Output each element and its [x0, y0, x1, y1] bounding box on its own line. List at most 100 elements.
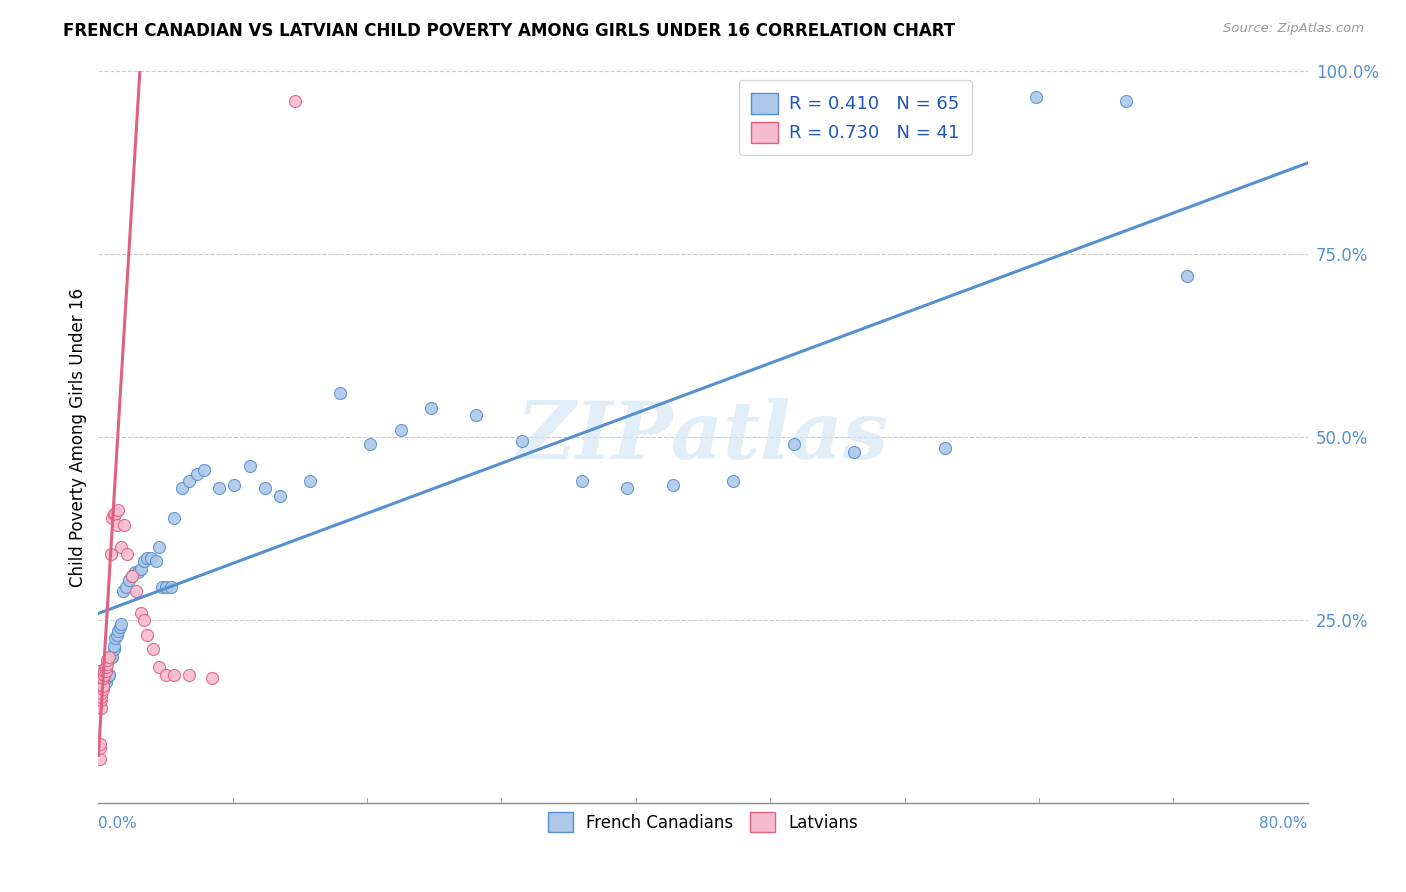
Point [1024, 90, 1046, 104]
Point [224, 477, 246, 491]
Point [201, 672, 224, 686]
Point [115, 547, 138, 561]
Text: FRENCH CANADIAN VS LATVIAN CHILD POVERTY AMONG GIRLS UNDER 16 CORRELATION CHART: FRENCH CANADIAN VS LATVIAN CHILD POVERTY… [63, 22, 956, 40]
Point [89, 752, 111, 766]
Point [360, 437, 382, 451]
Point [105, 627, 128, 641]
Point [150, 580, 173, 594]
Point [90, 690, 112, 704]
Point [104, 507, 127, 521]
Point [89, 737, 111, 751]
Point [90, 700, 112, 714]
Point [91, 682, 114, 697]
Point [160, 580, 183, 594]
Point [118, 573, 141, 587]
Point [329, 386, 352, 401]
Point [571, 474, 593, 488]
Point [299, 474, 322, 488]
Point [155, 667, 177, 681]
Point [93, 667, 115, 681]
Point [844, 444, 866, 458]
Point [96, 657, 118, 671]
Point [114, 580, 136, 594]
Point [91, 672, 114, 686]
Point [108, 620, 131, 634]
Point [661, 477, 683, 491]
Point [103, 642, 125, 657]
Point [112, 517, 135, 532]
Point [93, 675, 115, 690]
Point [1175, 269, 1198, 284]
Point [107, 624, 129, 638]
Text: 0.0%: 0.0% [98, 816, 138, 831]
Point [135, 627, 157, 641]
Point [934, 441, 956, 455]
Point [389, 423, 412, 437]
Point [98, 667, 121, 681]
Point [103, 507, 125, 521]
Y-axis label: Child Poverty Among Girls Under 16: Child Poverty Among Girls Under 16 [69, 287, 87, 587]
Point [91, 679, 114, 693]
Point [129, 562, 152, 576]
Point [90, 672, 112, 686]
Point [253, 481, 276, 495]
Point [132, 554, 155, 568]
Point [208, 481, 231, 495]
Point [107, 503, 129, 517]
Legend: French Canadians, Latvians: French Canadians, Latvians [541, 805, 865, 838]
Point [124, 566, 146, 580]
Text: ZIPatlas: ZIPatlas [517, 399, 889, 475]
Point [129, 606, 152, 620]
Point [89, 740, 111, 755]
Point [239, 459, 262, 474]
Point [155, 580, 177, 594]
Point [90, 693, 112, 707]
Point [93, 667, 115, 681]
Point [89, 664, 111, 678]
Point [145, 554, 167, 568]
Point [98, 649, 121, 664]
Point [91, 679, 114, 693]
Point [94, 672, 117, 686]
Point [89, 667, 111, 681]
Point [125, 583, 148, 598]
Point [103, 639, 125, 653]
Point [723, 474, 745, 488]
Point [110, 616, 132, 631]
Point [163, 667, 186, 681]
Point [93, 672, 115, 686]
Point [186, 467, 208, 481]
Point [284, 94, 307, 108]
Point [148, 540, 170, 554]
Point [94, 660, 117, 674]
Point [121, 569, 143, 583]
Point [110, 540, 132, 554]
Point [127, 566, 149, 580]
Point [100, 649, 122, 664]
Point [96, 653, 118, 667]
Point [101, 510, 124, 524]
Point [132, 613, 155, 627]
Point [135, 550, 157, 565]
Point [179, 667, 201, 681]
Point [93, 664, 115, 678]
Text: Source: ZipAtlas.com: Source: ZipAtlas.com [1223, 22, 1364, 36]
Point [111, 583, 134, 598]
Point [170, 481, 193, 495]
Point [510, 434, 533, 448]
Point [105, 517, 128, 532]
Point [100, 547, 122, 561]
Point [96, 667, 118, 681]
Point [94, 675, 117, 690]
Point [616, 481, 638, 495]
Point [101, 649, 124, 664]
Point [193, 463, 215, 477]
Point [142, 642, 165, 657]
Point [163, 510, 186, 524]
Text: 80.0%: 80.0% [1260, 816, 1308, 831]
Point [90, 667, 112, 681]
Point [94, 664, 117, 678]
Point [1115, 94, 1137, 108]
Point [148, 660, 170, 674]
Point [465, 408, 488, 422]
